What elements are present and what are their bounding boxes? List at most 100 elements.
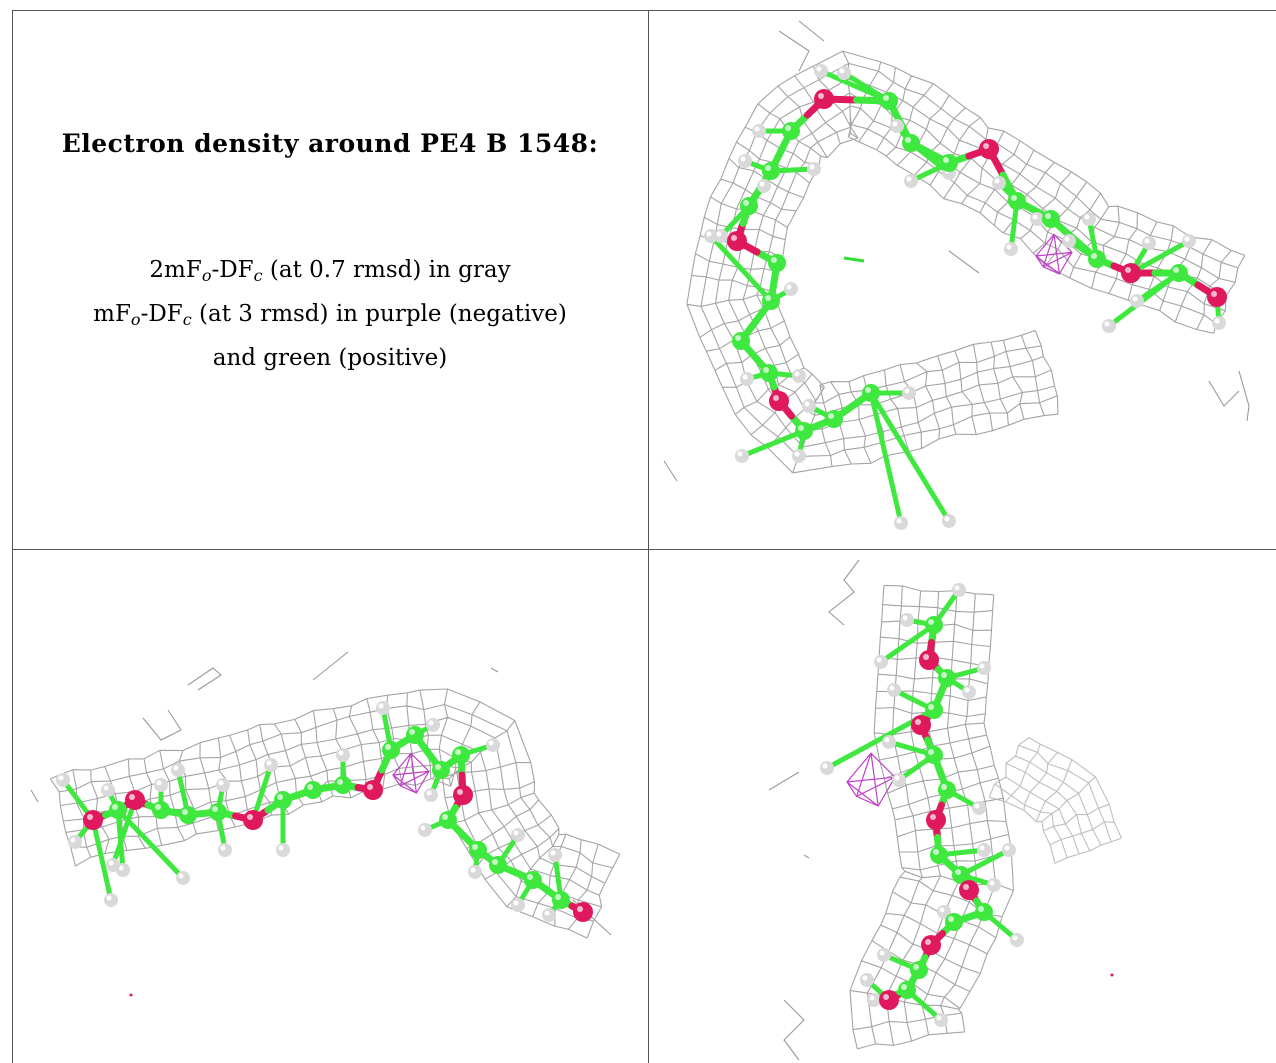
stray-fragment (663, 460, 678, 482)
hydrogen-atom (511, 898, 525, 912)
bond-h (868, 390, 952, 524)
atom-highlight (794, 451, 800, 457)
atom-highlight (892, 121, 898, 127)
atom-highlight (743, 200, 749, 206)
hydrogen-atom (752, 124, 766, 138)
negative-mesh-lines (846, 752, 896, 807)
atom-highlight (555, 894, 561, 900)
hydrogen-atom (548, 848, 562, 862)
hydrogen-atom (942, 514, 956, 528)
hydrogen-atom (1002, 843, 1016, 857)
carbon-atom (382, 741, 400, 759)
atom-highlight (865, 387, 871, 393)
atom-highlight (550, 850, 556, 856)
atom-highlight (277, 794, 283, 800)
density-mesh-lines (49, 688, 621, 939)
oxygen-atom (979, 139, 999, 159)
atom-highlight (915, 719, 921, 725)
oxygen-atom (879, 990, 899, 1010)
atom-highlight (178, 873, 184, 879)
hydrogen-atom (1212, 316, 1226, 330)
molecule (820, 583, 1024, 1027)
atom-highlight (883, 95, 889, 101)
carbon-atom (452, 746, 470, 764)
hydrogen-atom (904, 174, 918, 188)
atom-highlight (816, 66, 822, 72)
hydrogen-atom (511, 828, 525, 842)
hydrogen-atom (68, 835, 82, 849)
stray-fragment (778, 30, 810, 72)
atom-highlight (936, 1015, 942, 1021)
atom-highlight (994, 178, 1000, 184)
carbon-atom (938, 781, 956, 799)
carbon-atom (898, 981, 916, 999)
bond-h (878, 622, 937, 665)
hydrogen-atom (892, 773, 906, 787)
hydrogen-atom (1142, 236, 1156, 250)
hydrogen-atom (106, 858, 120, 872)
hydrogen-atom (882, 735, 896, 749)
hydrogen-atom (276, 843, 290, 857)
atom-highlight (112, 804, 118, 810)
carbon-atom (1170, 264, 1188, 282)
hydrogen-atom (887, 683, 901, 697)
atom-highlight (108, 860, 114, 866)
atom-highlight (1144, 238, 1150, 244)
legend-fofc-mid: -DF (140, 301, 183, 327)
negative-difference-density (1035, 233, 1073, 275)
atom-highlight (869, 995, 875, 1001)
carbon-atom (524, 871, 542, 889)
hydrogen-atom (1082, 212, 1096, 226)
hydrogen-atom (820, 761, 834, 775)
atom-highlight (941, 784, 947, 790)
atom-highlight (896, 518, 902, 524)
legend-fofc-desc: (at 3 rmsd) in purple (negative) (191, 301, 567, 327)
atom-highlight (87, 814, 93, 820)
atom-highlight (182, 809, 188, 815)
stray-fragment (312, 651, 349, 681)
positive-difference-density (843, 256, 865, 263)
bond-h (868, 390, 904, 526)
stray-fragment (803, 854, 810, 859)
hydrogen-atom (977, 843, 991, 857)
atom-highlight (472, 844, 478, 850)
atom-highlight (883, 994, 889, 1000)
atom-highlight (879, 950, 885, 956)
atom-highlight (905, 137, 911, 143)
hydrogen-atom (890, 119, 904, 133)
oxygen-atom (1207, 287, 1227, 307)
atom-highlight (385, 744, 391, 750)
atom-highlight (367, 784, 373, 790)
grid-center-divider (648, 10, 649, 1063)
carbon-atom (945, 913, 963, 931)
hydrogen-atom (424, 788, 438, 802)
hydrogen-atom (902, 386, 916, 400)
molecule (704, 64, 1227, 530)
atom-highlight (1211, 291, 1217, 297)
oxygen-atom (83, 810, 103, 830)
atom-highlight (913, 964, 919, 970)
hydrogen-atom (738, 154, 752, 168)
atom-highlight (785, 125, 791, 131)
legend-2fofc-sub-o: o (201, 266, 212, 285)
oxygen-atom (921, 935, 941, 955)
bond-h (1128, 238, 1192, 276)
hydrogen-atom (1182, 234, 1196, 248)
atom-highlight (928, 619, 934, 625)
hydrogen-atom (962, 685, 976, 699)
stray-fragment (1208, 380, 1240, 407)
atom-highlight (839, 68, 845, 74)
atom-highlight (1184, 236, 1190, 242)
legend-2fofc-sub-c: c (253, 266, 263, 285)
bottom-left-view (13, 550, 648, 1063)
top-right-molecule-render (663, 20, 1250, 530)
oxygen-atom (911, 715, 931, 735)
atom-highlight (989, 880, 995, 886)
hydrogen-atom (104, 893, 118, 907)
atom-highlight (1084, 214, 1090, 220)
oxygen-atom (769, 391, 789, 411)
density-mesh (49, 688, 621, 939)
atom-highlight (1132, 296, 1138, 302)
hydrogen-atom (874, 655, 888, 669)
carbon-atom (880, 92, 898, 110)
